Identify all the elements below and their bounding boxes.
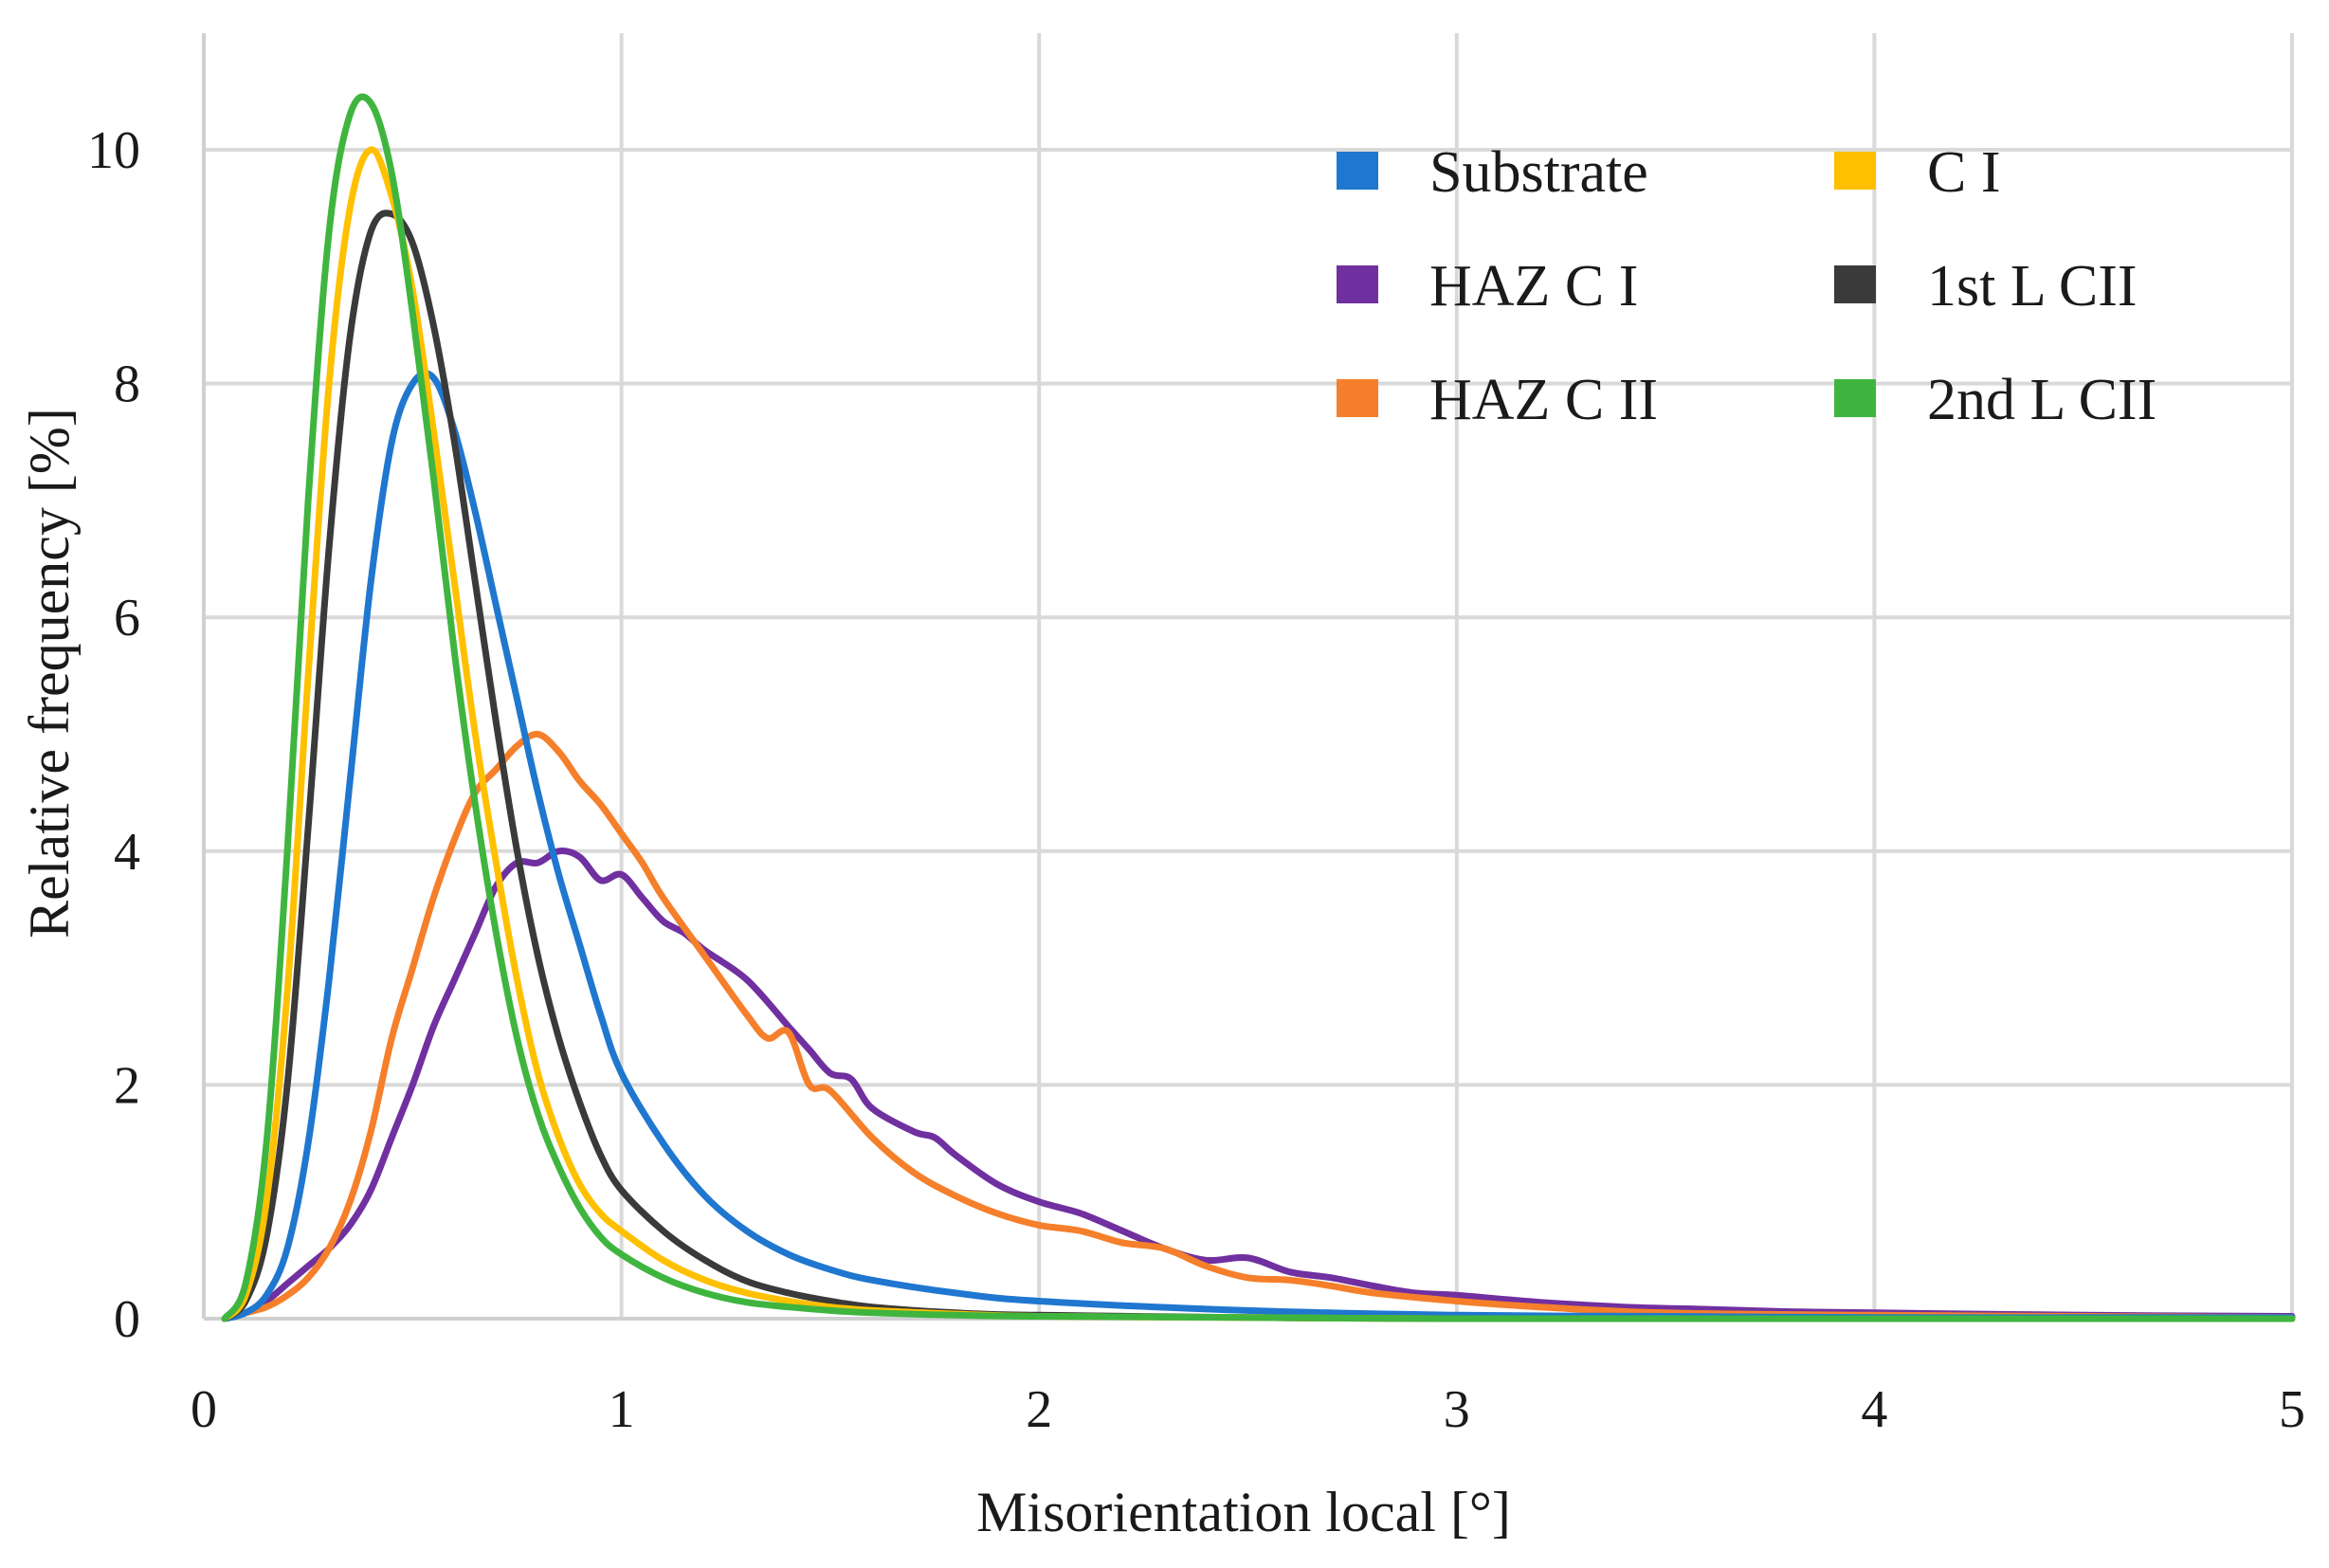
legend-swatch-2nd-l-cii [1834,379,1876,417]
series-lines [221,93,2296,1322]
legend-label-c-i: C I [1927,140,2001,205]
legend-label-haz-c-i: HAZ C I [1429,254,1638,319]
series-line-substrate [221,370,2296,1322]
series-line-haz-c-i [221,848,2296,1322]
axes: 0 1 2 3 4 5 0 2 4 6 8 10 [87,33,2305,1439]
legend-label-1st-l-cii: 1st L CII [1927,254,2138,319]
gridlines [204,33,2294,1319]
legend-swatch-haz-c-i [1337,265,1378,303]
y-tick-label: 8 [114,356,140,414]
y-tick-label: 4 [114,823,140,882]
legend-swatch-substrate [1337,152,1378,190]
y-axis-title: Relative frequency [%] [18,408,81,939]
x-tick-label: 0 [191,1380,217,1439]
x-tick-label: 1 [609,1380,635,1439]
y-tick-label: 10 [87,121,140,180]
y-tick-label: 0 [114,1290,140,1349]
legend: Substrate C I HAZ C I 1st L CII HAZ C II 2nd … [1337,140,2156,432]
series-line-haz-c-ii [221,730,2296,1322]
legend-swatch-1st-l-cii [1834,265,1876,303]
x-axis-title: Misorientation local [°] [976,1481,1511,1543]
legend-swatch-haz-c-ii [1337,379,1378,417]
legend-label-2nd-l-cii: 2nd L CII [1927,368,2156,432]
y-tick-label: 2 [114,1056,140,1115]
x-tick-label: 5 [2279,1380,2305,1439]
y-tick-label: 6 [114,589,140,647]
series-line-2nd-l-cii [221,93,2296,1322]
x-tick-label: 2 [1026,1380,1052,1439]
x-tick-label: 4 [1861,1380,1887,1439]
x-tick-label: 3 [1444,1380,1470,1439]
legend-label-substrate: Substrate [1429,140,1648,205]
legend-label-haz-c-ii: HAZ C II [1429,368,1658,432]
legend-swatch-c-i [1834,152,1876,190]
